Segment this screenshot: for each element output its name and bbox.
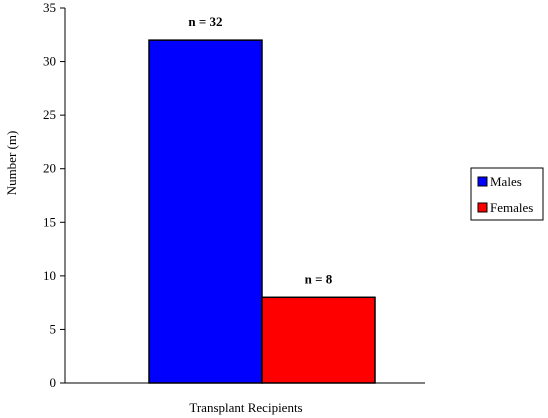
y-axis-title: Number (m) bbox=[4, 131, 19, 196]
legend-label-males: Males bbox=[490, 174, 522, 189]
data-labels: n = 32 n = 8 bbox=[188, 14, 332, 286]
legend-label-females: Females bbox=[490, 200, 533, 215]
data-label-males: n = 32 bbox=[188, 14, 222, 29]
legend-swatch-males bbox=[477, 176, 488, 187]
x-axis-title: Transplant Recipients bbox=[189, 400, 302, 415]
bars bbox=[148, 39, 376, 384]
y-tick-label: 35 bbox=[43, 0, 56, 15]
data-label-females: n = 8 bbox=[305, 271, 333, 286]
legend-swatch-females bbox=[477, 202, 488, 213]
y-tick-label: 5 bbox=[50, 321, 57, 336]
legend: Males Females bbox=[470, 167, 544, 221]
bar-females bbox=[261, 296, 376, 384]
y-tick-label: 20 bbox=[43, 161, 56, 176]
y-tick-label: 10 bbox=[43, 268, 56, 283]
y-tick-label: 30 bbox=[43, 54, 56, 69]
y-tick-label: 25 bbox=[43, 107, 56, 122]
bar-males bbox=[148, 39, 263, 384]
y-tick-label: 0 bbox=[50, 375, 57, 390]
y-tick-label: 15 bbox=[43, 214, 56, 229]
y-axis: 0 5 10 15 20 25 30 35 bbox=[43, 0, 66, 390]
